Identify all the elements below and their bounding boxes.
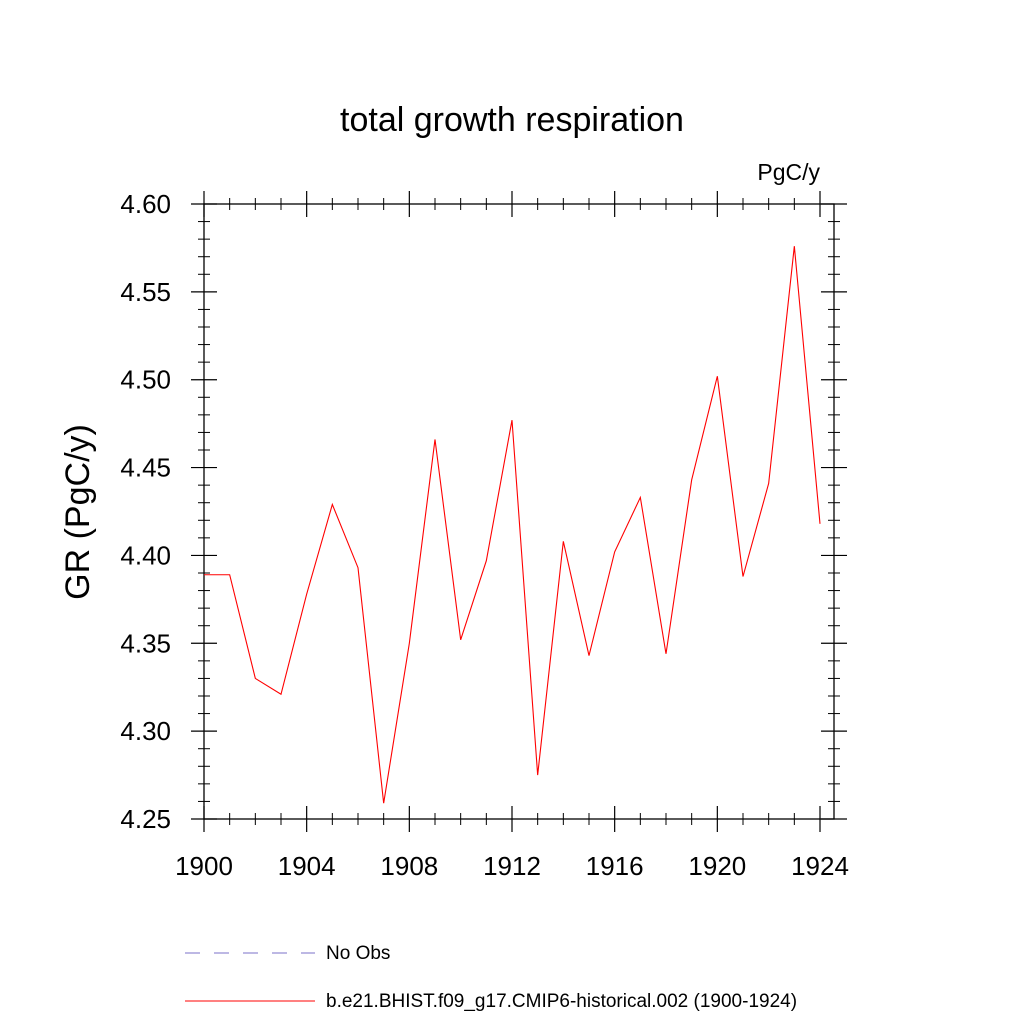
- data-point: [511, 419, 514, 422]
- data-point: [665, 652, 668, 655]
- x-tick-label: 1912: [483, 851, 541, 881]
- legend-label-historical: b.e21.BHIST.f09_g17.CMIP6-historical.002…: [326, 991, 797, 1012]
- x-tick-label: 1916: [586, 851, 644, 881]
- x-tick-label: 1908: [380, 851, 438, 881]
- data-point: [280, 693, 283, 696]
- x-tick-label: 1924: [791, 851, 849, 881]
- y-tick-label: 4.40: [120, 540, 171, 570]
- data-point: [434, 438, 437, 441]
- data-point: [459, 638, 462, 641]
- data-point: [408, 642, 411, 645]
- data-point: [305, 593, 308, 596]
- chart-title: total growth respiration: [340, 101, 684, 139]
- data-point: [742, 575, 745, 578]
- data-point: [819, 522, 822, 525]
- data-point: [562, 540, 565, 543]
- data-point: [793, 245, 796, 248]
- legend: No Obs b.e21.BHIST.f09_g17.CMIP6-histori…: [185, 943, 797, 1012]
- series-layer: [203, 245, 822, 805]
- y-axis-label: GR (PgC/y): [59, 424, 97, 600]
- data-point: [382, 802, 385, 805]
- data-point: [254, 677, 257, 680]
- data-point: [203, 573, 206, 576]
- data-point: [639, 496, 642, 499]
- x-tick-label: 1920: [688, 851, 746, 881]
- legend-label-no-obs: No Obs: [326, 943, 390, 964]
- x-tick-label: 1900: [175, 851, 233, 881]
- data-point: [331, 503, 334, 506]
- y-tick-label: 4.45: [120, 453, 171, 483]
- plot-frame: [203, 203, 835, 820]
- y-tick-label: 4.25: [120, 804, 171, 834]
- series-line: [204, 246, 821, 804]
- y-tick-label: 4.30: [120, 716, 171, 746]
- data-point: [536, 774, 539, 777]
- x-tick-labels: 1900 1904 1908 1912 1916 1920 1924: [175, 851, 849, 881]
- y-tick-label: 4.50: [120, 365, 171, 395]
- y-tick-label: 4.55: [120, 277, 171, 307]
- y-tick-label: 4.60: [120, 189, 171, 219]
- data-point: [767, 482, 770, 485]
- data-point: [485, 559, 488, 562]
- data-point: [613, 550, 616, 553]
- y-tick-labels: 4.60 4.55 4.50 4.45 4.40 4.35 4.30 4.25: [120, 189, 171, 834]
- data-point: [357, 566, 360, 569]
- units-label: PgC/y: [757, 159, 820, 185]
- y-tick-label: 4.35: [120, 628, 171, 658]
- x-tick-label: 1904: [278, 851, 336, 881]
- data-point: [716, 375, 719, 378]
- data-point: [690, 478, 693, 481]
- data-point: [228, 573, 231, 576]
- data-point: [588, 654, 591, 657]
